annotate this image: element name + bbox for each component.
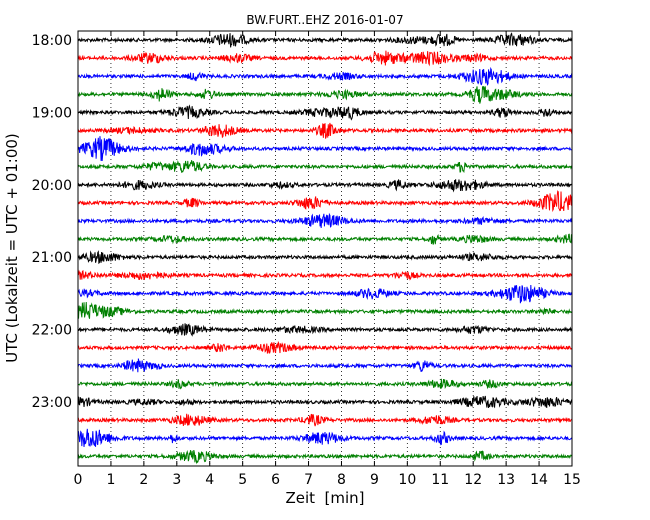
trace-2230 <box>77 358 573 373</box>
x-tick-label: 12 <box>464 472 482 488</box>
y-tick-label: 19:00 <box>32 105 72 121</box>
seismic-traces <box>77 32 573 465</box>
trace-1900 <box>77 104 573 121</box>
y-tick-label: 21:00 <box>32 250 72 266</box>
trace-2315 <box>77 413 573 427</box>
x-tick-label: 8 <box>337 472 346 488</box>
x-tick-label: 4 <box>205 472 214 488</box>
trace-2200 <box>77 323 573 337</box>
x-tick-label: 3 <box>172 472 181 488</box>
trace-1930 <box>77 136 573 162</box>
trace-2245 <box>77 378 573 390</box>
trace-2130 <box>77 284 573 304</box>
trace-2030 <box>77 212 573 228</box>
trace-2300 <box>77 395 573 409</box>
trace-2100 <box>77 250 573 265</box>
x-tick-label: 11 <box>431 472 449 488</box>
plot-area-frame <box>77 30 573 467</box>
x-axis-label: Zeit [min] <box>285 489 364 507</box>
x-tick-label: 13 <box>497 472 515 488</box>
trace-2215 <box>78 340 573 354</box>
x-tick-label: 0 <box>74 472 83 488</box>
y-tick-label: 18:00 <box>32 33 72 49</box>
y-axis: 18:00 19:00 20:00 21:00 22:00 23:00 <box>32 33 572 411</box>
trace-2330 <box>77 428 573 447</box>
x-tick-label: 5 <box>238 472 247 488</box>
trace-2145 <box>77 301 573 319</box>
x-tick-label: 14 <box>530 472 548 488</box>
trace-2000 <box>77 179 573 193</box>
x-tick-label: 1 <box>106 472 115 488</box>
x-tick-label: 6 <box>271 472 280 488</box>
trace-1845 <box>77 86 573 104</box>
trace-2115 <box>77 269 573 281</box>
trace-1945 <box>77 160 573 174</box>
y-tick-label: 22:00 <box>32 323 72 339</box>
trace-1800 <box>77 32 573 48</box>
trace-1830 <box>77 66 573 86</box>
trace-2345 <box>77 449 573 465</box>
trace-2045 <box>77 233 573 245</box>
x-tick-label: 9 <box>370 472 379 488</box>
trace-2015 <box>77 190 573 213</box>
x-tick-label: 2 <box>139 472 148 488</box>
x-tick-label: 15 <box>563 472 581 488</box>
x-tick-label: 7 <box>304 472 313 488</box>
y-tick-label: 23:00 <box>32 395 72 411</box>
x-tick-label: 10 <box>398 472 416 488</box>
x-axis: 0 1 2 3 4 5 6 7 8 9 10 11 12 13 14 15 <box>74 31 581 488</box>
chart-title: BW.FURT..EHZ 2016-01-07 <box>246 13 403 27</box>
y-axis-label: UTC (Lokalzeit = UTC + 01:00) <box>3 133 21 363</box>
y-tick-label: 20:00 <box>32 178 72 194</box>
trace-1815 <box>77 50 573 67</box>
trace-1915 <box>77 122 573 139</box>
grid-lines <box>110 31 540 466</box>
